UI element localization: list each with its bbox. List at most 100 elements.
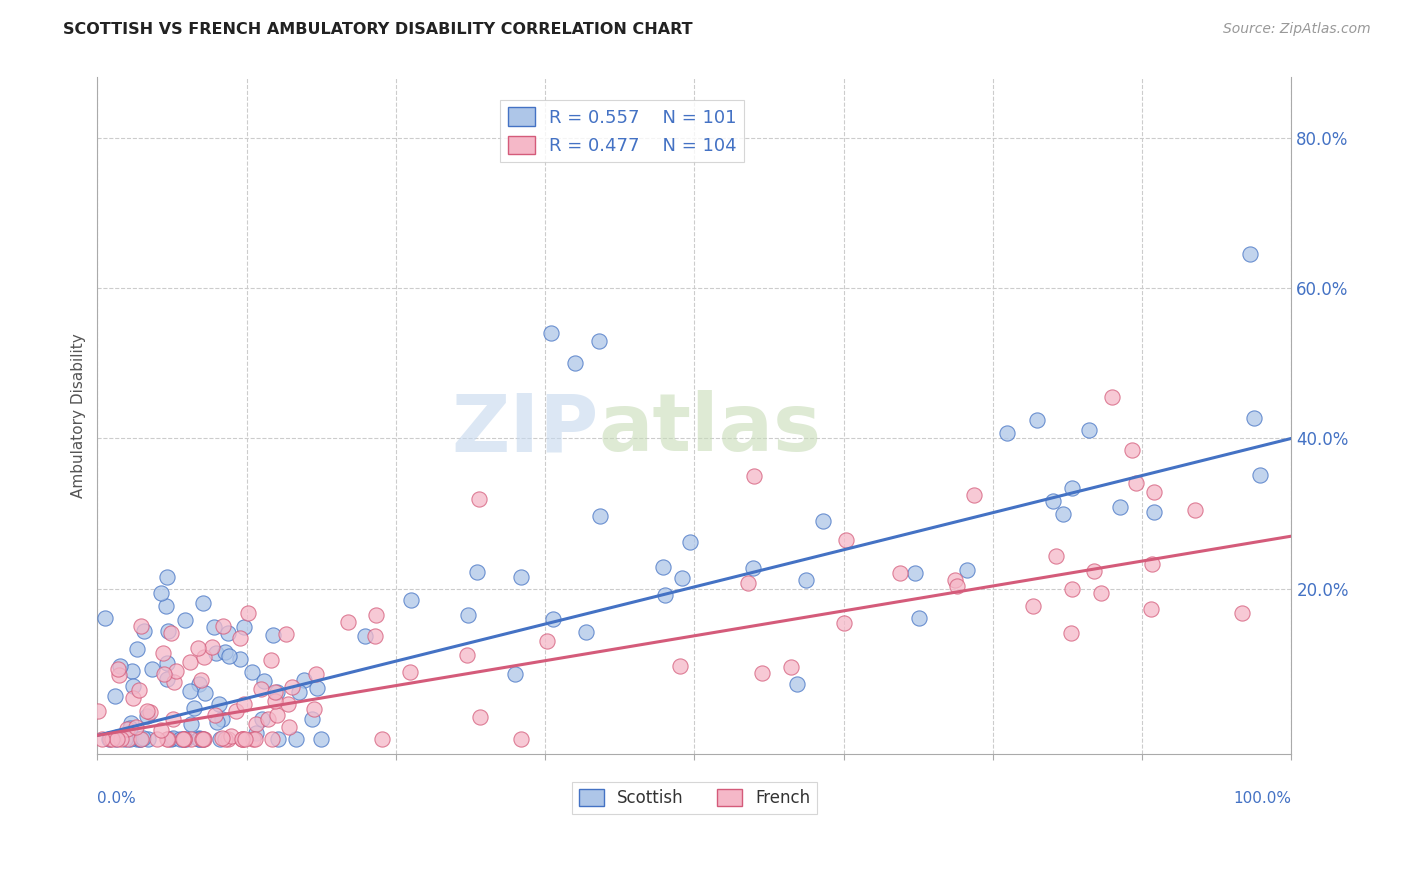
Point xyxy=(172,732,194,747)
Point xyxy=(1140,602,1163,616)
Point xyxy=(179,683,201,698)
Point xyxy=(98,732,121,747)
Point xyxy=(1121,442,1143,457)
Point xyxy=(122,690,145,705)
Point xyxy=(169,732,191,747)
Point xyxy=(150,585,173,599)
Point xyxy=(277,698,299,712)
Point xyxy=(105,732,128,747)
Point xyxy=(1042,493,1064,508)
Point xyxy=(211,619,233,633)
Point xyxy=(159,732,181,747)
Point xyxy=(188,731,211,745)
Point xyxy=(1143,485,1166,500)
Point xyxy=(468,710,491,724)
Point xyxy=(509,732,531,747)
Point xyxy=(108,658,131,673)
Point xyxy=(751,665,773,680)
Point xyxy=(263,694,285,708)
Point xyxy=(218,649,240,664)
Point xyxy=(651,560,673,574)
Point xyxy=(1143,505,1166,519)
Text: atlas: atlas xyxy=(599,391,823,468)
Point xyxy=(240,665,263,680)
Point xyxy=(250,712,273,726)
Point xyxy=(135,708,157,723)
Point xyxy=(122,679,145,693)
Text: 0.0%: 0.0% xyxy=(97,791,136,806)
Point xyxy=(232,619,254,633)
Point xyxy=(141,662,163,676)
Point xyxy=(202,620,225,634)
Point xyxy=(108,667,131,681)
Point xyxy=(281,681,304,695)
Point xyxy=(118,732,141,747)
Point xyxy=(132,731,155,746)
Point xyxy=(510,570,533,584)
Point xyxy=(1045,549,1067,563)
Point xyxy=(285,732,308,747)
Point xyxy=(156,732,179,747)
Point xyxy=(172,732,194,747)
Point xyxy=(173,732,195,747)
Text: Source: ZipAtlas.com: Source: ZipAtlas.com xyxy=(1223,22,1371,37)
Point xyxy=(138,705,160,719)
Point xyxy=(1140,558,1163,572)
Point xyxy=(908,611,931,625)
Point xyxy=(588,334,610,348)
Point xyxy=(541,612,564,626)
Point xyxy=(188,676,211,690)
Point xyxy=(309,732,332,747)
Point xyxy=(125,720,148,734)
Point xyxy=(366,607,388,622)
Point xyxy=(266,685,288,699)
Point xyxy=(245,717,267,731)
Point xyxy=(1078,423,1101,437)
Point xyxy=(503,666,526,681)
Point xyxy=(1021,599,1043,614)
Point xyxy=(259,653,281,667)
Point xyxy=(266,708,288,723)
Point xyxy=(671,571,693,585)
Point xyxy=(262,627,284,641)
Point xyxy=(229,631,252,645)
Point xyxy=(564,356,586,370)
Point xyxy=(276,626,298,640)
Point xyxy=(1243,411,1265,425)
Point xyxy=(668,659,690,673)
Point xyxy=(128,682,150,697)
Point xyxy=(214,732,236,747)
Point xyxy=(364,629,387,643)
Point xyxy=(187,640,209,655)
Point xyxy=(94,611,117,625)
Point xyxy=(150,723,173,737)
Point xyxy=(87,704,110,718)
Point xyxy=(191,732,214,747)
Point xyxy=(146,732,169,747)
Point xyxy=(889,566,911,580)
Point xyxy=(229,651,252,665)
Point xyxy=(371,732,394,747)
Point xyxy=(155,599,177,613)
Point xyxy=(201,640,224,654)
Point xyxy=(536,634,558,648)
Point xyxy=(211,731,233,746)
Point xyxy=(103,689,125,703)
Point xyxy=(162,712,184,726)
Point xyxy=(1026,413,1049,427)
Point xyxy=(205,646,228,660)
Point xyxy=(129,618,152,632)
Point xyxy=(173,732,195,747)
Point xyxy=(231,732,253,747)
Point xyxy=(1230,606,1253,620)
Point xyxy=(301,712,323,726)
Point xyxy=(1184,502,1206,516)
Point xyxy=(963,488,986,502)
Point xyxy=(152,646,174,660)
Point xyxy=(110,732,132,747)
Point xyxy=(231,732,253,747)
Point xyxy=(1109,500,1132,514)
Point xyxy=(245,732,267,747)
Point xyxy=(1083,564,1105,578)
Point xyxy=(307,681,329,696)
